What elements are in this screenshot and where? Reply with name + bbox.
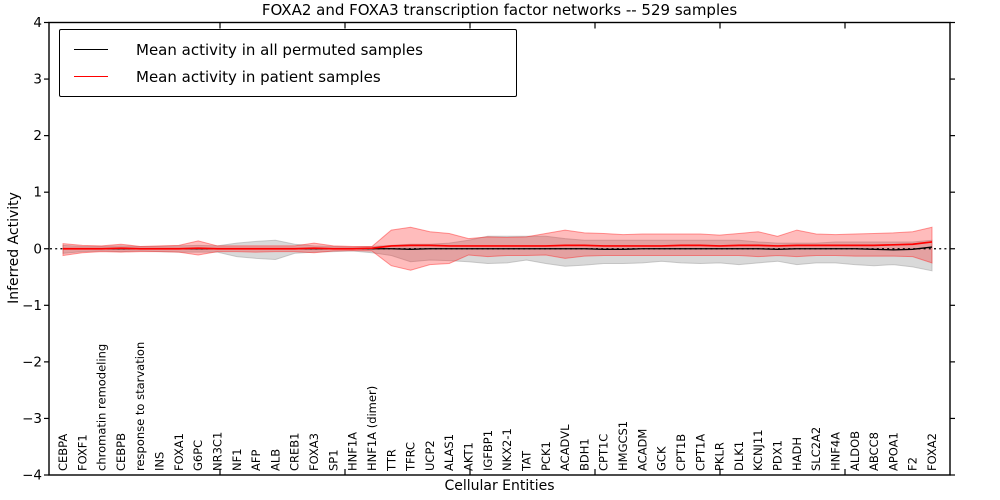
x-tick-label: AKT1 bbox=[462, 442, 476, 471]
x-tick-label: G6PC bbox=[191, 440, 205, 471]
x-tick-label: ALDOB bbox=[848, 431, 862, 471]
x-tick-label: TTR bbox=[384, 449, 398, 472]
x-tick-label: NF1 bbox=[230, 448, 244, 471]
x-tick-label: CPT1B bbox=[674, 434, 688, 471]
x-tick-label: HADH bbox=[790, 437, 804, 471]
x-axis-label: Cellular Entities bbox=[444, 478, 555, 494]
y-tick-label: 3 bbox=[33, 72, 42, 88]
x-tick-label: IGFBP1 bbox=[481, 430, 495, 471]
x-tick-label: SP1 bbox=[326, 449, 340, 471]
x-tick-label: CEBPB bbox=[114, 433, 128, 471]
x-tick-label: PCK1 bbox=[539, 441, 553, 471]
x-tick-label: UCP2 bbox=[423, 440, 437, 471]
x-tick-label: CPT1C bbox=[597, 434, 611, 471]
y-tick-label: 1 bbox=[33, 185, 42, 201]
y-tick-label: −4 bbox=[22, 468, 42, 484]
x-tick-label: ACADM bbox=[635, 429, 649, 471]
legend-label: Mean activity in all permuted samples bbox=[136, 40, 423, 59]
x-tick-label: ALAS1 bbox=[442, 434, 456, 471]
x-tick-label: CREB1 bbox=[288, 433, 302, 472]
x-tick-label: ALB bbox=[268, 449, 282, 471]
y-tick-label: 4 bbox=[33, 15, 42, 31]
x-tick-label: HNF4A bbox=[828, 432, 842, 471]
x-tick-label: NKX2-1 bbox=[500, 428, 514, 471]
x-tick-label: chromatin remodeling bbox=[95, 344, 109, 471]
x-tick-label: INS bbox=[153, 452, 167, 471]
x-tick-label: PDX1 bbox=[771, 440, 785, 471]
y-tick-label: −2 bbox=[22, 354, 42, 370]
legend-entry-permuted: Mean activity in all permuted samples bbox=[74, 36, 504, 63]
y-tick-label: 2 bbox=[33, 128, 42, 144]
x-tick-label: CPT1A bbox=[693, 434, 707, 471]
x-tick-label: PKLR bbox=[713, 442, 727, 471]
x-tick-label: FOXA3 bbox=[307, 433, 321, 471]
patient-mean-line bbox=[63, 241, 933, 250]
x-tick-label: HNF1A (dimer) bbox=[365, 386, 379, 471]
x-tick-label: APOA1 bbox=[886, 432, 900, 471]
x-tick-label: FOXA2 bbox=[925, 433, 939, 471]
x-tick-label: F2 bbox=[906, 457, 920, 471]
x-tick-label: DLK1 bbox=[732, 441, 746, 471]
x-tick-label: TFRC bbox=[404, 442, 418, 472]
x-tick-label: CEBPA bbox=[56, 434, 70, 471]
legend-label: Mean activity in patient samples bbox=[136, 67, 381, 86]
x-tick-label: AFP bbox=[249, 450, 263, 471]
x-tick-label: TAT bbox=[519, 450, 533, 472]
x-tick-label: HNF1A bbox=[346, 432, 360, 471]
permuted-line-swatch bbox=[74, 49, 108, 50]
x-tick-label: SLC2A2 bbox=[809, 427, 823, 471]
x-tick-label: response to starvation bbox=[133, 342, 147, 471]
legend-entry-patient: Mean activity in patient samples bbox=[74, 63, 504, 90]
patient-line-swatch bbox=[74, 76, 108, 77]
x-tick-label: FOXA1 bbox=[172, 433, 186, 471]
x-tick-label: ACADVL bbox=[558, 424, 572, 471]
y-tick-label: 0 bbox=[33, 241, 42, 257]
chart-title: FOXA2 and FOXA3 transcription factor net… bbox=[261, 1, 738, 19]
x-tick-label: HMGCS1 bbox=[616, 421, 630, 471]
x-tick-label: FOXF1 bbox=[75, 434, 89, 471]
y-tick-label: −3 bbox=[22, 411, 42, 427]
x-tick-label: ABCC8 bbox=[867, 432, 881, 471]
x-tick-label: GCK bbox=[655, 446, 669, 471]
x-tick-label: NR3C1 bbox=[210, 432, 224, 471]
x-tick-label: KCNJ11 bbox=[751, 429, 765, 471]
y-tick-label: −1 bbox=[22, 298, 42, 314]
legend: Mean activity in all permuted samples Me… bbox=[59, 29, 517, 97]
x-tick-label: BDH1 bbox=[577, 438, 591, 471]
